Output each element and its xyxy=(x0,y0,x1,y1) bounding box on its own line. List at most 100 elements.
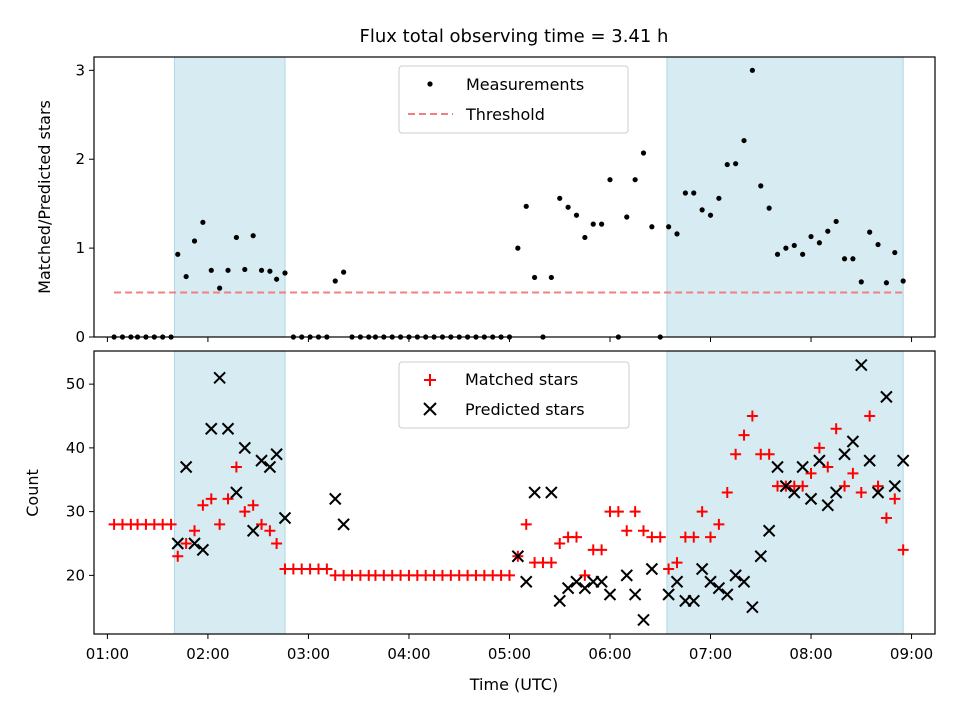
x-tick-label: 03:00 xyxy=(287,645,330,663)
measurement-point xyxy=(749,67,755,73)
matched-star-point xyxy=(839,480,851,492)
y-tick-label: 3 xyxy=(75,61,85,79)
matched-star-point xyxy=(897,544,909,556)
matched-star-point xyxy=(321,563,333,575)
top-legend-box xyxy=(398,65,629,134)
predicted-star-point xyxy=(704,575,717,588)
measurement-point xyxy=(225,267,231,273)
x-tick-label: 02:00 xyxy=(186,645,229,663)
measurement-point xyxy=(841,256,848,262)
predicted-star-point xyxy=(788,486,801,499)
matched-star-point xyxy=(763,448,775,460)
matched-star-point xyxy=(214,518,226,530)
measurement-point xyxy=(565,204,571,210)
matched-star-point xyxy=(696,506,708,518)
measurement-point xyxy=(208,267,214,273)
measurement-point xyxy=(649,224,655,230)
matched-star-point xyxy=(688,531,700,543)
matched-star-point xyxy=(579,569,591,581)
predicted-star-point xyxy=(721,588,734,601)
y-tick-label: 30 xyxy=(66,503,85,521)
measurement-point xyxy=(682,190,688,196)
matched-star-point xyxy=(271,537,283,549)
matched-star-point xyxy=(738,429,750,441)
predicted-star-point xyxy=(670,575,684,588)
predicted-star-point xyxy=(255,454,268,467)
matched-star-point xyxy=(847,467,859,479)
predicted-star-point xyxy=(662,588,675,601)
matched-star-point xyxy=(889,493,901,505)
matched-star-point xyxy=(520,518,532,530)
measurement-point xyxy=(548,274,554,281)
predicted-star-point xyxy=(888,479,901,493)
matched-star-point xyxy=(730,448,742,460)
y-tick-label: 20 xyxy=(66,566,85,584)
matched-star-point xyxy=(222,493,234,505)
measurement-point xyxy=(666,224,672,230)
predicted-star-point xyxy=(337,518,350,531)
x-axis-label: Time (UTC) xyxy=(469,675,558,694)
measurement-point xyxy=(632,177,638,183)
predicted-star-point xyxy=(570,575,583,588)
measurement-point xyxy=(624,214,630,220)
predicted-star-point xyxy=(829,486,843,499)
measurement-point xyxy=(674,231,680,237)
predicted-star-point xyxy=(179,460,193,474)
matched-star-point xyxy=(612,506,624,518)
top-plot-frame xyxy=(93,56,936,338)
bottom-series-marks xyxy=(108,358,910,627)
predicted-star-point xyxy=(737,575,751,588)
measurement-point xyxy=(783,245,789,251)
predicted-star-point xyxy=(762,524,776,537)
matched-star-point xyxy=(197,499,209,511)
measurement-point xyxy=(825,228,831,234)
matched-star-point xyxy=(545,557,557,569)
predicted-star-point xyxy=(754,550,767,563)
measurement-point xyxy=(875,241,881,248)
bottom-axis-ticks: 20 30 40 50 01:00 02:00 03:00 04:00 05:00 06:00 07… xyxy=(66,375,933,663)
predicted-star-point xyxy=(278,511,292,525)
matched-star-point xyxy=(230,461,242,473)
predicted-star-point xyxy=(896,454,910,467)
bottom-plot-frame xyxy=(93,350,936,635)
measurement-point xyxy=(699,207,705,213)
matched-star-point xyxy=(671,557,683,569)
matched-star-point xyxy=(180,537,192,549)
measurement-point xyxy=(741,137,747,144)
measurement-point xyxy=(833,218,839,225)
legend-label-threshold: Threshold xyxy=(465,105,545,124)
matched-star-point xyxy=(813,442,825,454)
x-tick-label: 01:00 xyxy=(86,645,129,663)
matched-star-point xyxy=(864,410,876,422)
matched-star-point xyxy=(855,487,867,498)
x-tick-label: 09:00 xyxy=(890,645,933,663)
measurement-point xyxy=(532,274,538,281)
matched-star-point xyxy=(629,506,641,518)
matched-star-point xyxy=(872,480,884,492)
predicted-star-point xyxy=(263,460,277,474)
legend-label-measurements: Measurements xyxy=(466,75,584,94)
matched-star-point xyxy=(256,518,268,530)
matched-star-point xyxy=(705,531,717,543)
measurement-point xyxy=(892,249,898,256)
matched-star-point xyxy=(721,487,733,498)
measurement-point xyxy=(175,251,181,257)
predicted-star-point xyxy=(729,569,742,582)
top-shaded-intervals xyxy=(173,56,904,338)
matched-star-point xyxy=(746,410,758,422)
x-tick-label: 05:00 xyxy=(488,645,531,663)
measurement-point xyxy=(242,266,248,273)
measurement-point xyxy=(607,177,613,183)
measurement-point xyxy=(766,205,772,211)
predicted-star-point xyxy=(188,537,201,550)
measurement-point xyxy=(557,195,563,201)
matched-star-point xyxy=(570,531,582,543)
predicted-star-point xyxy=(238,441,251,455)
top-legend: Measurements Threshold xyxy=(398,65,629,134)
x-tick-label: 07:00 xyxy=(689,645,732,663)
bottom-y-axis-label: Count xyxy=(23,469,42,517)
matched-star-point xyxy=(239,506,251,518)
measurement-point xyxy=(274,276,280,282)
matched-star-point xyxy=(165,518,177,530)
shaded-interval-2 xyxy=(666,56,904,338)
